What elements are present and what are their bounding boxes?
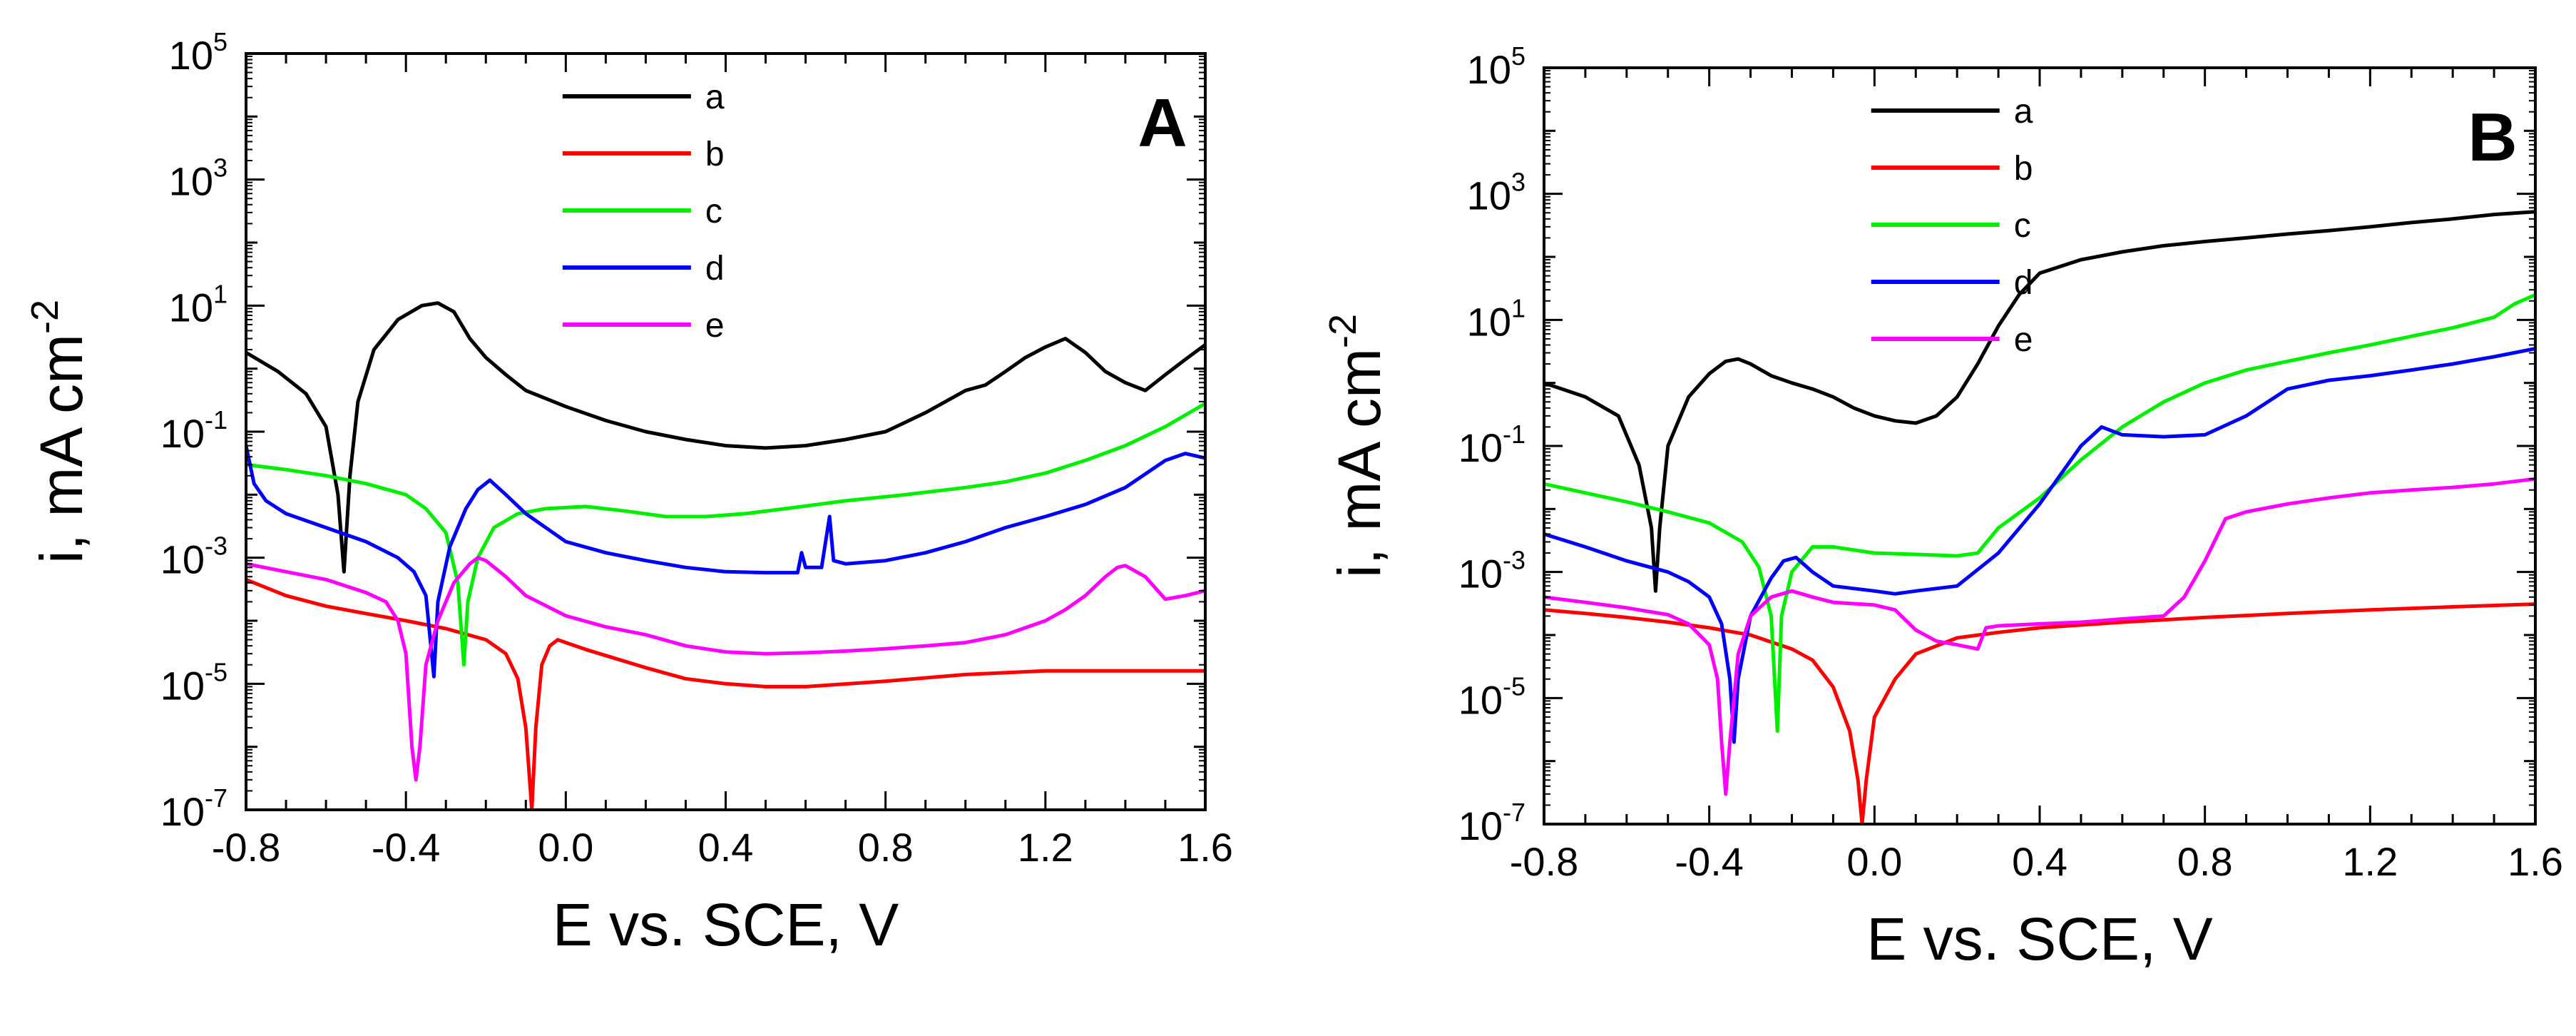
legend-label-a: a — [2014, 93, 2033, 131]
series-line-c — [1544, 293, 2535, 733]
series-line-a — [246, 301, 1205, 574]
panel-b: -0.8 -0.4 0.0 0.4 0.8 1.2 1.6 10-7 10-5 10-3 10-1 1… — [1322, 41, 2563, 972]
x-tick-label: -0.8 — [1510, 839, 1579, 884]
x-tick-label: 1.2 — [1018, 825, 1073, 870]
y-tick-label: 10-7 — [1458, 798, 1525, 848]
legend-label-e: e — [705, 307, 725, 345]
x-axis-label: E vs. SCE, V — [553, 891, 899, 958]
y-tick-label: 10-3 — [160, 532, 228, 582]
series-line-e — [246, 556, 1205, 782]
y-tick-label: 10-1 — [160, 405, 228, 456]
x-axis-label: E vs. SCE, V — [1866, 905, 2212, 972]
x-tick-label: -0.8 — [212, 825, 281, 870]
y-tick-label: 101 — [1467, 293, 1525, 344]
series-line-d — [246, 445, 1205, 679]
y-tick-label: 103 — [169, 153, 228, 204]
legend-label-d: d — [2014, 264, 2033, 302]
x-tick-label: 1.2 — [2342, 839, 2398, 884]
y-tick-label: 10-7 — [160, 783, 228, 834]
panel-a: -0.8 -0.4 0.0 0.4 0.8 1.2 1.6 10-7 10-5 10-3 10-1 1… — [24, 27, 1233, 958]
x-tick-label: -0.4 — [1675, 839, 1744, 884]
y-axis-label: i, mA cm-2 — [24, 300, 95, 564]
y-tick-label: 101 — [169, 279, 228, 330]
y-tick-label: 103 — [1467, 168, 1525, 218]
plot-frame — [1543, 66, 2537, 826]
x-tick-label: 0.8 — [858, 825, 914, 870]
series-line-a — [1544, 210, 2535, 593]
x-tick-label: 0.8 — [2177, 839, 2233, 884]
x-tick-label: -0.4 — [372, 825, 441, 870]
x-tick-label: 0.4 — [698, 825, 754, 870]
series-line-e — [1544, 477, 2535, 796]
y-tick-label: 10-5 — [160, 657, 228, 708]
plot-frame — [245, 52, 1207, 811]
series-line-b — [1544, 602, 2535, 824]
y-tick-label: 10-3 — [1458, 546, 1525, 596]
panel-label: B — [2468, 99, 2517, 176]
legend-label-c: c — [2014, 207, 2031, 245]
legend-label-a: a — [705, 78, 725, 116]
y-tick-label: 105 — [169, 27, 228, 78]
y-tick-label: 105 — [1467, 41, 1525, 92]
legend-label-e: e — [2014, 321, 2033, 359]
series-line-b — [246, 577, 1205, 810]
x-tick-label: 1.6 — [1177, 825, 1233, 870]
legend-label-d: d — [705, 250, 725, 288]
y-axis-label: i, mA cm-2 — [1322, 314, 1393, 578]
x-tick-label: 1.6 — [2508, 839, 2563, 884]
series-line-c — [246, 402, 1205, 667]
y-tick-label: 10-1 — [1458, 420, 1525, 470]
series-line-d — [1544, 347, 2535, 744]
legend-label-b: b — [705, 136, 725, 173]
x-tick-label: 0.4 — [2012, 839, 2068, 884]
x-tick-label: 0.0 — [538, 825, 593, 870]
legend-label-b: b — [2014, 150, 2033, 188]
panel-label: A — [1138, 85, 1187, 161]
x-tick-label: 0.0 — [1846, 839, 1902, 884]
legend-label-c: c — [705, 193, 722, 230]
y-tick-label: 10-5 — [1458, 671, 1525, 722]
